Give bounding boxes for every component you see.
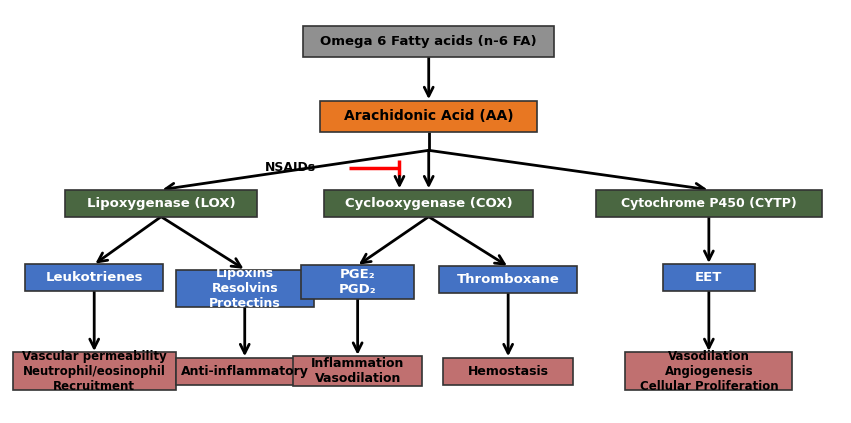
Text: PGE₂
PGD₂: PGE₂ PGD₂	[339, 268, 376, 296]
Text: Arachidonic Acid (AA): Arachidonic Acid (AA)	[344, 109, 513, 123]
Text: NSAIDs: NSAIDs	[265, 162, 316, 174]
FancyBboxPatch shape	[176, 269, 314, 307]
FancyBboxPatch shape	[663, 264, 755, 291]
Text: EET: EET	[695, 271, 722, 284]
Text: Leukotrienes: Leukotrienes	[45, 271, 143, 284]
Text: Hemostasis: Hemostasis	[468, 365, 549, 378]
FancyBboxPatch shape	[625, 352, 792, 390]
FancyBboxPatch shape	[320, 101, 538, 132]
FancyBboxPatch shape	[443, 358, 573, 385]
FancyBboxPatch shape	[26, 264, 163, 291]
FancyBboxPatch shape	[65, 190, 257, 217]
FancyBboxPatch shape	[293, 356, 422, 386]
Text: Cyclooxygenase (COX): Cyclooxygenase (COX)	[345, 197, 512, 210]
Text: Thromboxane: Thromboxane	[457, 273, 559, 286]
FancyBboxPatch shape	[303, 26, 554, 57]
FancyBboxPatch shape	[301, 265, 414, 299]
FancyBboxPatch shape	[439, 266, 577, 294]
Text: Vasodilation
Angiogenesis
Cellular Proliferation: Vasodilation Angiogenesis Cellular Proli…	[640, 350, 778, 393]
Text: Inflammation
Vasodilation: Inflammation Vasodilation	[311, 357, 404, 385]
Text: Lipoxygenase (LOX): Lipoxygenase (LOX)	[87, 197, 236, 210]
Text: Omega 6 Fatty acids (n-6 FA): Omega 6 Fatty acids (n-6 FA)	[320, 35, 537, 48]
Text: Vascular permeability
Neutrophil/eosinophil
Recruitment: Vascular permeability Neutrophil/eosinop…	[22, 350, 167, 393]
FancyBboxPatch shape	[13, 352, 176, 390]
Text: Lipoxins
Resolvins
Protectins: Lipoxins Resolvins Protectins	[208, 267, 281, 310]
FancyBboxPatch shape	[176, 358, 314, 385]
FancyBboxPatch shape	[324, 190, 534, 217]
FancyBboxPatch shape	[596, 190, 822, 217]
Text: Anti-inflammatory: Anti-inflammatory	[180, 365, 309, 378]
Text: Cytochrome P450 (CYTP): Cytochrome P450 (CYTP)	[621, 197, 797, 210]
